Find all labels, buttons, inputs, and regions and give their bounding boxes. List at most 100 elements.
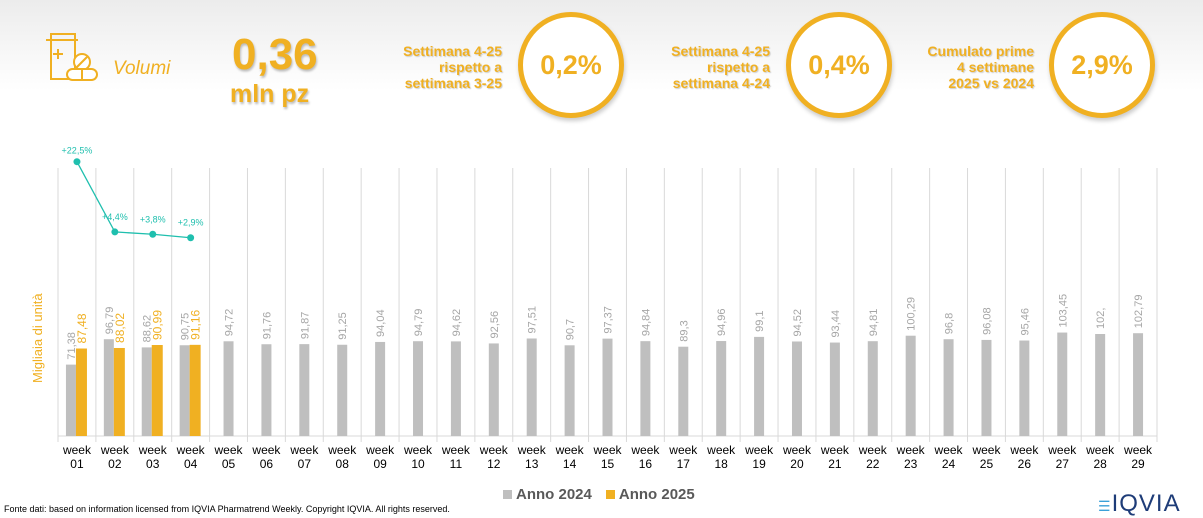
x-tick-label-number: 16: [639, 457, 653, 471]
data-label-2024: 97,51: [527, 306, 539, 334]
data-label-2024: 93,44: [830, 310, 842, 338]
bar-2024: [981, 339, 992, 436]
growth-point: [73, 158, 81, 166]
x-tick-label-word: week: [214, 443, 244, 457]
kpi-1-label: Settimana 4-25 rispetto a settimana 3-25: [380, 43, 502, 91]
x-tick-label-word: week: [630, 443, 660, 457]
data-label-2024: 96,08: [981, 307, 993, 335]
legend-swatch: [503, 490, 512, 499]
data-label-2024: 90,7: [565, 319, 577, 340]
data-label-2025: 91,16: [189, 309, 203, 339]
x-tick-label-number: 03: [146, 457, 160, 471]
x-tick-label-word: week: [592, 443, 622, 457]
bar-2024: [1133, 333, 1144, 436]
data-label-2025: 88,02: [113, 313, 127, 343]
bar-2024: [602, 338, 613, 436]
bar-2024: [754, 336, 765, 436]
medicine-bottle-pills-icon: [46, 33, 98, 81]
x-tick-label-number: 18: [715, 457, 729, 471]
bar-2025: [75, 348, 87, 436]
bar-2024: [103, 339, 114, 436]
bar-2024: [564, 345, 575, 436]
data-label-2024: 94,62: [451, 309, 463, 337]
kpi-label-line: Cumulato prime: [927, 43, 1034, 59]
x-tick-label-number: 02: [108, 457, 122, 471]
bar-2024: [1019, 340, 1030, 436]
growth-point: [187, 234, 195, 242]
kpi-3-circle: 2,9%: [1049, 12, 1155, 118]
metric-unit: mln pz: [230, 80, 310, 108]
legend-label: Anno 2024: [516, 486, 592, 503]
x-tick-label-word: week: [555, 443, 585, 457]
x-tick-label-word: week: [100, 443, 130, 457]
data-label-2025: 90,99: [151, 310, 165, 340]
x-tick-label-number: 05: [222, 457, 236, 471]
x-tick-label-number: 22: [866, 457, 880, 471]
data-label-2024: 94,84: [640, 309, 652, 337]
x-tick-label-number: 23: [904, 457, 918, 471]
data-label-2024: 94,72: [224, 309, 236, 337]
bar-2024: [375, 341, 386, 436]
data-label-2024: 94,52: [792, 309, 804, 337]
data-label-2024: 94,81: [868, 309, 880, 337]
bar-2024: [526, 338, 537, 436]
data-label-2024: 102,: [1095, 308, 1107, 329]
growth-label: +3,8%: [140, 214, 166, 224]
bar-2025: [189, 344, 201, 436]
data-label-2024: 91,25: [337, 312, 349, 340]
x-tick-label-word: week: [403, 443, 433, 457]
kpi-2-label: Settimana 4-25 rispetto a settimana 4-24: [648, 43, 770, 91]
kpi-label-line: settimana 4-24: [672, 75, 770, 91]
growth-point: [111, 228, 119, 236]
bar-2024: [179, 345, 190, 436]
bar-2024: [943, 339, 954, 436]
bar-2024: [141, 347, 152, 436]
bar-2024: [678, 346, 689, 436]
x-tick-label-word: week: [971, 443, 1001, 457]
data-label-2024: 90,75: [180, 313, 192, 341]
x-tick-label-number: 19: [752, 457, 766, 471]
data-label-2024: 97,37: [603, 306, 615, 334]
data-label-2024: 95,46: [1019, 308, 1031, 336]
data-label-2024: 71,38: [66, 332, 78, 360]
x-tick-label-word: week: [327, 443, 357, 457]
growth-label: +22,5%: [62, 146, 93, 156]
x-tick-label-number: 14: [563, 457, 577, 471]
x-tick-label-number: 15: [601, 457, 615, 471]
kpi-label-line: Settimana 4-25: [403, 43, 502, 59]
legend-swatch: [605, 490, 615, 499]
x-tick-label-number: 26: [1018, 457, 1032, 471]
x-tick-label-word: week: [517, 443, 547, 457]
x-tick-label-number: 06: [260, 457, 274, 471]
data-label-2024: 94,04: [375, 309, 387, 337]
x-tick-label-number: 25: [980, 457, 994, 471]
x-tick-label-word: week: [1123, 443, 1153, 457]
data-label-2024: 96,79: [104, 307, 116, 335]
x-tick-label-word: week: [896, 443, 926, 457]
kpi-label-line: rispetto a: [438, 59, 502, 75]
x-tick-label-word: week: [289, 443, 319, 457]
x-tick-label-number: 17: [677, 457, 691, 471]
metric-value: 0,36: [232, 30, 318, 79]
data-label-2024: 100,29: [906, 297, 918, 331]
bar-2024: [1095, 334, 1106, 436]
growth-line: [76, 161, 191, 239]
x-tick-label-number: 28: [1093, 457, 1107, 471]
kpi-label-line: rispetto a: [706, 59, 770, 75]
data-label-2024: 96,8: [944, 313, 956, 334]
x-tick-label-word: week: [820, 443, 850, 457]
bar-2024: [223, 341, 234, 436]
x-tick-label-number: 04: [184, 457, 198, 471]
bar-2024: [640, 341, 651, 436]
x-tick-label-number: 08: [336, 457, 350, 471]
bar-2024: [791, 341, 802, 436]
legend-item-2025: Anno 2025: [605, 486, 695, 503]
bar-2024: [413, 341, 424, 436]
bar-2024: [488, 343, 499, 436]
growth-point: [149, 230, 157, 238]
x-tick-label-number: 20: [790, 457, 804, 471]
x-tick-label-word: week: [365, 443, 395, 457]
x-tick-label-number: 24: [942, 457, 956, 471]
data-label-2024: 94,79: [413, 309, 425, 337]
kpi-2-circle: 0,4%: [786, 12, 892, 118]
